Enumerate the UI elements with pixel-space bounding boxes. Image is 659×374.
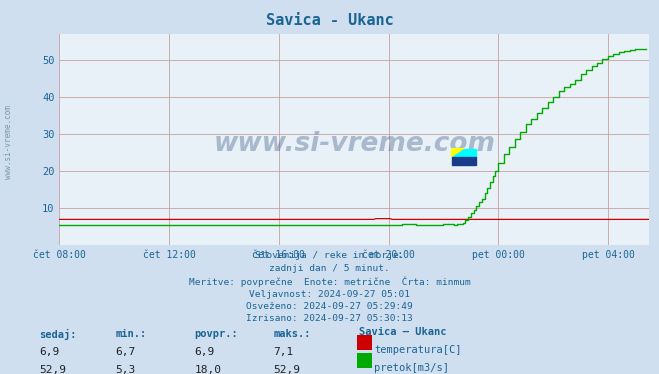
Text: 5,3: 5,3 xyxy=(115,365,136,374)
Text: Savica – Ukanc: Savica – Ukanc xyxy=(359,327,447,337)
Text: Savica - Ukanc: Savica - Ukanc xyxy=(266,13,393,28)
Text: 7,1: 7,1 xyxy=(273,347,294,357)
Text: 52,9: 52,9 xyxy=(273,365,301,374)
Text: Slovenija / reke in morje.: Slovenija / reke in morje. xyxy=(255,251,404,260)
Text: povpr.:: povpr.: xyxy=(194,329,238,339)
Text: 52,9: 52,9 xyxy=(40,365,67,374)
Text: 6,9: 6,9 xyxy=(194,347,215,357)
Text: maks.:: maks.: xyxy=(273,329,311,339)
Polygon shape xyxy=(451,148,464,157)
Bar xyxy=(451,157,476,165)
Text: zadnji dan / 5 minut.: zadnji dan / 5 minut. xyxy=(269,264,390,273)
Text: www.si-vreme.com: www.si-vreme.com xyxy=(214,131,495,157)
Text: Osveženo: 2024-09-27 05:29:49: Osveženo: 2024-09-27 05:29:49 xyxy=(246,302,413,311)
Text: Meritve: povprečne  Enote: metrične  Črta: minmum: Meritve: povprečne Enote: metrične Črta:… xyxy=(188,277,471,287)
Text: Veljavnost: 2024-09-27 05:01: Veljavnost: 2024-09-27 05:01 xyxy=(249,290,410,299)
Text: temperatura[C]: temperatura[C] xyxy=(374,345,462,355)
Polygon shape xyxy=(451,148,476,157)
Text: 6,9: 6,9 xyxy=(40,347,60,357)
Text: 6,7: 6,7 xyxy=(115,347,136,357)
Text: Izrisano: 2024-09-27 05:30:13: Izrisano: 2024-09-27 05:30:13 xyxy=(246,314,413,323)
Text: sedaj:: sedaj: xyxy=(40,329,77,340)
Text: 18,0: 18,0 xyxy=(194,365,221,374)
Text: min.:: min.: xyxy=(115,329,146,339)
Text: pretok[m3/s]: pretok[m3/s] xyxy=(374,363,449,373)
Text: www.si-vreme.com: www.si-vreme.com xyxy=(4,105,13,179)
